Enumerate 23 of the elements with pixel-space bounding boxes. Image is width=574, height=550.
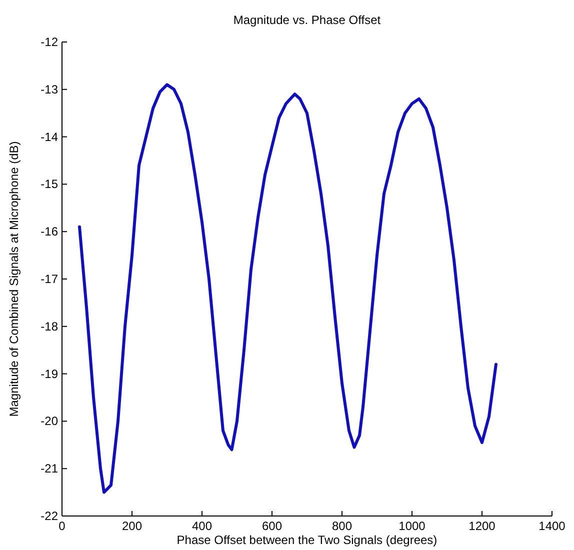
y-tick-label: -21 [40,462,58,476]
y-tick-label: -15 [40,177,58,192]
y-tick-label: -22 [40,509,58,523]
y-axis-title: Magnitude of Combined Signals at Microphone (dB) [7,141,21,417]
y-tick-label: -18 [40,319,58,334]
x-tick-label: 1400 [538,519,566,533]
x-tick-label: 1200 [468,519,496,533]
y-tick-label: -14 [40,130,58,144]
x-axis-title: Phase Offset between the Two Signals (degrees) [176,533,438,547]
x-tick-label: 0 [58,519,66,533]
y-tick-label: -13 [40,82,58,96]
x-tick-label: 800 [332,519,352,533]
y-tick-label: -12 [40,35,58,49]
y-tick-label: -19 [40,366,58,381]
y-tick-label: -17 [40,272,58,286]
y-tick-label: -16 [40,224,58,239]
chart-title: Magnitude vs. Phase Offset [233,13,382,27]
y-tick-label: -20 [40,414,58,428]
x-tick-label: 200 [122,519,142,533]
x-tick-label: 400 [192,519,212,533]
line-series [78,83,498,494]
x-tick-label: 1000 [398,519,426,533]
x-tick-label: 600 [262,519,282,533]
